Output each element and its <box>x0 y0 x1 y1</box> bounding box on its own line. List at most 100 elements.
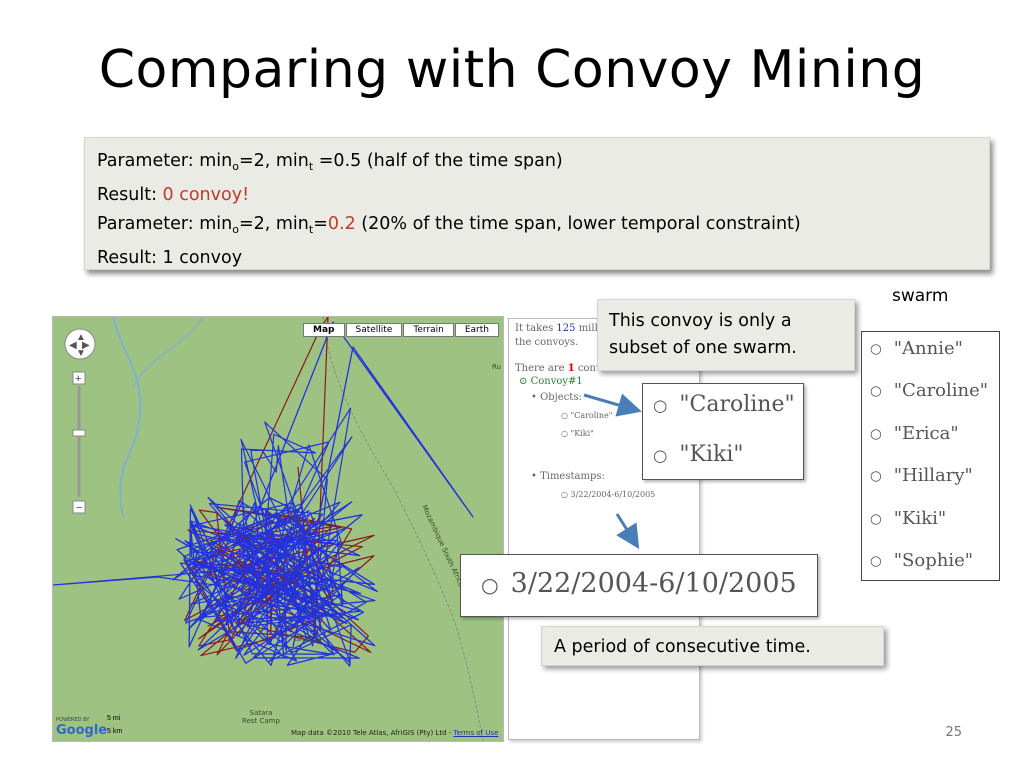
zoom-slider: + − <box>72 371 86 514</box>
zoomed-object-name: "Caroline" <box>679 392 795 417</box>
bullet-icon: ○ <box>653 395 668 415</box>
place-label-satara: Satara Rest Camp <box>242 709 280 725</box>
google-powered-by: POWERED BY <box>56 717 90 723</box>
parameter-line-1: Parameter: mino=2, mint =0.5 (half of th… <box>97 147 977 181</box>
zoom-handle <box>72 429 86 437</box>
param1-sub-t: t <box>308 160 314 173</box>
zoomed-timestamp-value: 3/22/2004-6/10/2005 <box>510 568 797 599</box>
slide-title: Comparing with Convoy Mining <box>98 40 926 100</box>
bullet-icon: ○ <box>870 383 882 399</box>
swarm-member-name: "Sophie" <box>893 550 974 571</box>
map-attribution-text: Map data ©2010 Tele Atlas, AfriGIS (Pty)… <box>291 729 454 737</box>
zoomed-timestamp-box: ○ 3/22/2004-6/10/2005 <box>460 554 818 617</box>
there-are-line: There are 1 convo <box>515 363 608 374</box>
bullet-icon: ○ <box>870 341 882 357</box>
swarm-label: swarm <box>892 286 949 306</box>
bullet-icon: ○ <box>870 468 882 484</box>
svg-text:▲: ▲ <box>76 332 86 343</box>
period-callout: A period of consecutive time. <box>541 626 884 666</box>
takes-prefix: It takes <box>515 323 557 334</box>
place-label-tshanga: Tshanga <box>293 635 322 643</box>
object-item: ○ "Kiki" <box>561 429 594 438</box>
terms-of-use-link[interactable]: Terms of Use <box>453 729 499 737</box>
map-type-controls: Map Satellite Terrain Earth <box>302 323 499 337</box>
track-line <box>53 501 344 633</box>
google-logo-text: Google <box>56 723 108 738</box>
param1-prefix: Parameter: min <box>97 151 233 171</box>
param2-value: 0.2 <box>327 214 356 234</box>
map-type-terrain-button[interactable]: Terrain <box>403 323 454 337</box>
convoy-item[interactable]: ⊙ Convoy#1 <box>519 376 583 387</box>
param2-eq: = <box>313 214 328 234</box>
place-label-ru: Ru <box>492 363 501 371</box>
svg-text:▼: ▼ <box>76 348 86 359</box>
map-type-map-button[interactable]: Map <box>303 323 345 337</box>
bullet-icon: ○ <box>870 426 882 442</box>
there-suffix: convo <box>574 363 608 374</box>
swarm-member: ○ "Annie" <box>870 338 963 359</box>
timestamp-value: 3/22/2004-6/10/2005 <box>570 490 656 499</box>
swarm-member: ○ "Kiki" <box>870 508 946 529</box>
there-prefix: There are <box>515 363 568 374</box>
takes-suffix: millis <box>575 323 607 334</box>
there-num: 1 <box>567 363 575 374</box>
google-logo[interactable]: POWERED BY Google <box>56 717 107 738</box>
map-canvas[interactable]: ◀ ▶ ▲ ▼ + − <box>53 317 503 741</box>
timestamp-item: ○ 3/22/2004-6/10/2005 <box>561 490 656 499</box>
swarm-members-box: ○ "Annie" ○ "Caroline" ○ "Erica" ○ "Hillary"… <box>861 331 1000 581</box>
bullet-icon: ○ <box>653 445 668 465</box>
border-line <box>322 317 484 741</box>
swarm-member-name: "Kiki" <box>893 508 947 529</box>
zoomed-object-name: "Kiki" <box>679 442 744 467</box>
subset-line-2: subset of one swarm. <box>609 338 797 358</box>
takes-num: 125 <box>556 323 576 334</box>
convoys-line: the convoys. <box>515 337 579 348</box>
map-type-earth-button[interactable]: Earth <box>454 323 499 337</box>
param2-mid: =2, min <box>238 214 309 234</box>
result-line-1: Result: 0 convoy! <box>97 181 977 210</box>
river <box>132 317 204 388</box>
svg-text:+: + <box>75 373 81 385</box>
parameter-box: Parameter: mino=2, mint =0.5 (half of th… <box>84 137 990 270</box>
result1-label: Result: <box>97 185 163 205</box>
swarm-member-name: "Caroline" <box>893 380 989 401</box>
svg-text:−: − <box>76 502 82 514</box>
timestamps-label: • Timestamps: <box>531 471 605 482</box>
takes-line: It takes 125 millis <box>515 323 606 334</box>
param2-rest: (20% of the time span, lower temporal co… <box>355 214 801 234</box>
map-type-satellite-button[interactable]: Satellite <box>345 323 403 337</box>
param1-rest: =0.5 (half of the time span) <box>313 151 563 171</box>
subset-callout: This convoy is only a subset of one swar… <box>597 299 855 371</box>
swarm-member: ○ "Hillary" <box>870 465 973 486</box>
param2-sub-t: t <box>308 223 314 236</box>
objects-label: • Objects: <box>531 392 582 403</box>
swarm-member-name: "Erica" <box>893 423 959 444</box>
param2-prefix: Parameter: min <box>97 214 233 234</box>
param1-mid: =2, min <box>238 151 309 171</box>
parameter-line-2: Parameter: mino=2, mint=0.2 (20% of the … <box>97 210 977 244</box>
param1-sub-o: o <box>232 160 239 173</box>
scale-km: 5 km <box>107 728 123 735</box>
page-number: 25 <box>945 725 962 740</box>
zoomed-object: ○ "Kiki" <box>653 442 743 467</box>
result1-value: 0 convoy! <box>162 185 250 205</box>
map-view[interactable]: ◀ ▶ ▲ ▼ + − Map Satellite Terrain Earth … <box>52 316 504 742</box>
scale-mi: 5 mi <box>107 715 121 722</box>
object-name: "Kiki" <box>570 429 594 438</box>
swarm-member: ○ "Caroline" <box>870 380 988 401</box>
result-line-2: Result: 1 convoy <box>97 248 243 268</box>
track-line <box>237 407 353 664</box>
swarm-member: ○ "Sophie" <box>870 550 973 571</box>
animal-tracks <box>53 317 474 667</box>
object-item: ○ "Caroline" <box>561 411 613 420</box>
bullet-icon: ○ <box>481 572 499 597</box>
bullet-icon: ○ <box>870 553 882 569</box>
zoomed-objects-box: ○ "Caroline" ○ "Kiki" <box>642 383 804 480</box>
zoom-in-button <box>72 371 86 385</box>
pan-control: ◀ ▶ ▲ ▼ <box>64 328 96 360</box>
river <box>112 317 142 518</box>
radio-icon: ⊙ <box>519 376 528 387</box>
track-line <box>172 321 474 667</box>
swarm-member: ○ "Erica" <box>870 423 959 444</box>
zoom-out-button <box>72 500 86 514</box>
